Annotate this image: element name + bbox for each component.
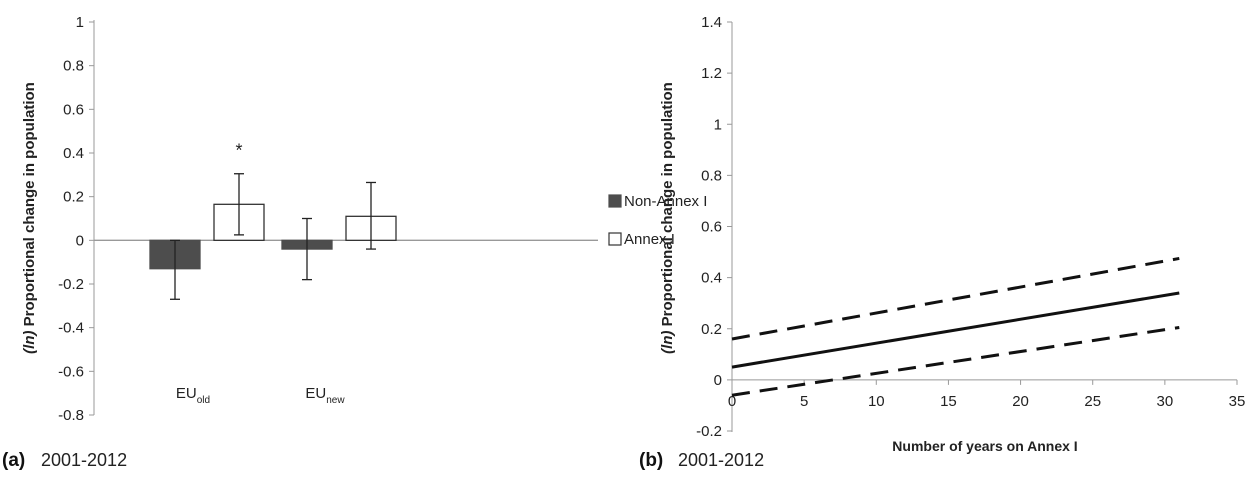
panel-b-fit-line bbox=[731, 291, 1180, 369]
panel-b-letter: (b) bbox=[639, 450, 663, 471]
panel-b-y-tick-label: 0.8 bbox=[701, 167, 722, 184]
panel-a-legend-swatch bbox=[608, 232, 622, 246]
panel-a-caption: 2001-2012 bbox=[41, 450, 127, 470]
panel-a-legend-swatch bbox=[608, 194, 622, 208]
panel-a-category-label: EUnew bbox=[305, 385, 345, 406]
panel-b-x-tick-label: 25 bbox=[1084, 393, 1101, 410]
panel-b-y-tick-label: 0.6 bbox=[701, 219, 722, 236]
panel-a-y-tick-label: 1 bbox=[76, 14, 84, 31]
panel-a-y-tick-label: -0.6 bbox=[58, 363, 84, 380]
panel-b-y-tick-label: 1 bbox=[714, 116, 722, 133]
panel-b-y-tick-label: 0 bbox=[714, 372, 722, 389]
panel-a-y-tick-label: -0.2 bbox=[58, 276, 84, 293]
panel-a-y-tick-label: 0.6 bbox=[63, 101, 84, 118]
panel-a-legend-label: Annex I bbox=[624, 231, 675, 248]
panel-b-confidence-line bbox=[731, 325, 1180, 397]
panel-b-line-chart: -0.200.20.40.60.811.21.4 0 5 10 15 20 25 30 35 … bbox=[639, 14, 1245, 471]
panel-a-significance-star: * bbox=[235, 141, 242, 161]
panel-b-x-axis-label: Number of years on Annex I bbox=[892, 438, 1077, 454]
panel-b-y-tick-label: 0.2 bbox=[701, 321, 722, 338]
panel-a-letter: (a) bbox=[2, 450, 25, 471]
panel-b-confidence-line bbox=[731, 256, 1180, 341]
panel-b-x-tick-label: 5 bbox=[800, 393, 808, 410]
panel-b-x-tick-label: 10 bbox=[868, 393, 885, 410]
panel-b-x-tick-label: 30 bbox=[1157, 393, 1174, 410]
panel-a-category-label: EUold bbox=[176, 385, 210, 406]
panel-b-x-tick-label: 35 bbox=[1229, 393, 1246, 410]
panel-b-y-tick-label: -0.2 bbox=[696, 423, 722, 440]
panel-a-y-tick-label: 0.2 bbox=[63, 189, 84, 206]
panel-b-y-tick-label: 0.4 bbox=[701, 270, 722, 287]
panel-b-x-tick-label: 15 bbox=[940, 393, 957, 410]
panel-b-y-tick-label: 1.4 bbox=[701, 14, 722, 31]
panel-a-y-tick-label: 0 bbox=[76, 232, 84, 249]
panel-a-y-tick-label: 0.4 bbox=[63, 145, 84, 162]
panel-a-y-tick-label: 0.8 bbox=[63, 58, 84, 75]
panel-b-x-tick-label: 0 bbox=[728, 393, 736, 410]
panel-a-legend: Non-Annex I Annex I bbox=[608, 193, 707, 248]
panel-b-x-tick-label: 20 bbox=[1012, 393, 1029, 410]
panel-a-y-axis-label: (ln) Proportional change in population bbox=[21, 82, 38, 354]
panel-a-bar-chart: -0.8 -0.6 -0.4 -0.2 0 0.2 0.4 0.6 0.8 1 * EUold EU… bbox=[2, 14, 707, 471]
panel-a-y-tick-label: -0.8 bbox=[58, 407, 84, 424]
panel-b-y-tick-label: 1.2 bbox=[701, 65, 722, 82]
panel-a-y-tick-label: -0.4 bbox=[58, 320, 84, 337]
panel-b-y-axis-label: (ln) Proportional change in population bbox=[659, 82, 676, 354]
panel-a-legend-label: Non-Annex I bbox=[624, 193, 707, 210]
panel-b-caption: 2001-2012 bbox=[678, 450, 764, 470]
